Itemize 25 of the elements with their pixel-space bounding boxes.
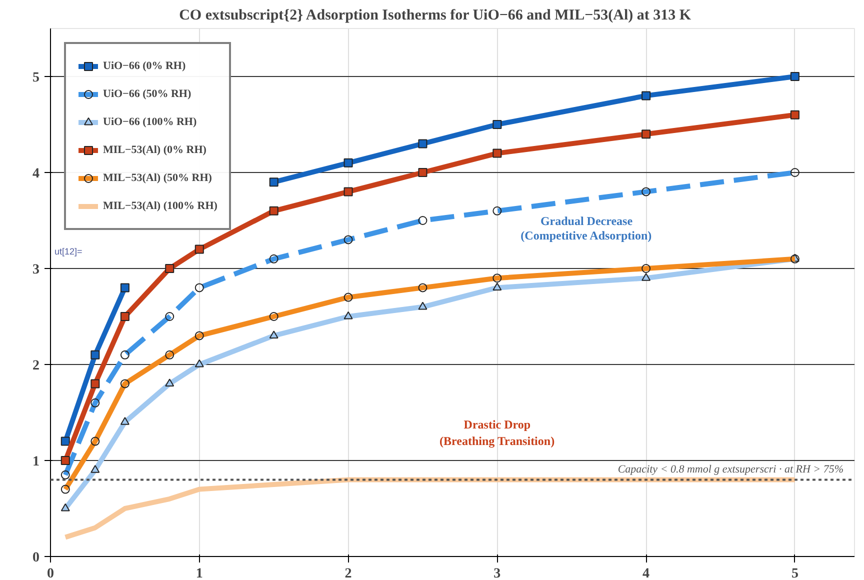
legend-label: UiO−66 (0% RH) [103,60,186,72]
y-tick-label: 2 [32,358,40,374]
ref-line-label: Capacity < 0.8 mmol g extsuperscri · at RH > 75% [618,464,844,476]
y-tick-label: 1 [32,454,40,470]
y-tick-label: 0 [32,550,40,566]
x-tick-label: 4 [642,566,650,580]
legend-label: UiO−66 (100% RH) [103,116,197,128]
legend-label: MIL−53(Al) (50% RH) [103,172,212,184]
annotation: (Competitive Adsorption) [520,228,652,243]
annotation: ut[12]= [54,246,82,256]
y-tick-label: 4 [32,166,40,182]
y-tick-label: 5 [32,70,40,86]
x-tick-label: 5 [791,566,798,580]
x-tick-label: 2 [344,566,352,580]
legend-label: MIL−53(Al) (0% RH) [103,144,206,156]
annotation: Gradual Decrease [540,214,634,228]
y-tick-label: 3 [32,262,40,278]
annotation: Drastic Drop [464,418,531,432]
legend-label: MIL−53(Al) (100% RH) [103,200,218,212]
x-tick-label: 0 [47,566,54,580]
x-tick-label: 1 [196,566,203,580]
legend-label: UiO−66 (50% RH) [103,88,192,100]
annotation: (Breathing Transition) [440,434,555,448]
chart-title: CO extsubscript{2} Adsorption Isotherms for UiO−66 and MIL−53(Al) at 313 K [179,8,692,24]
x-tick-label: 3 [494,566,501,580]
